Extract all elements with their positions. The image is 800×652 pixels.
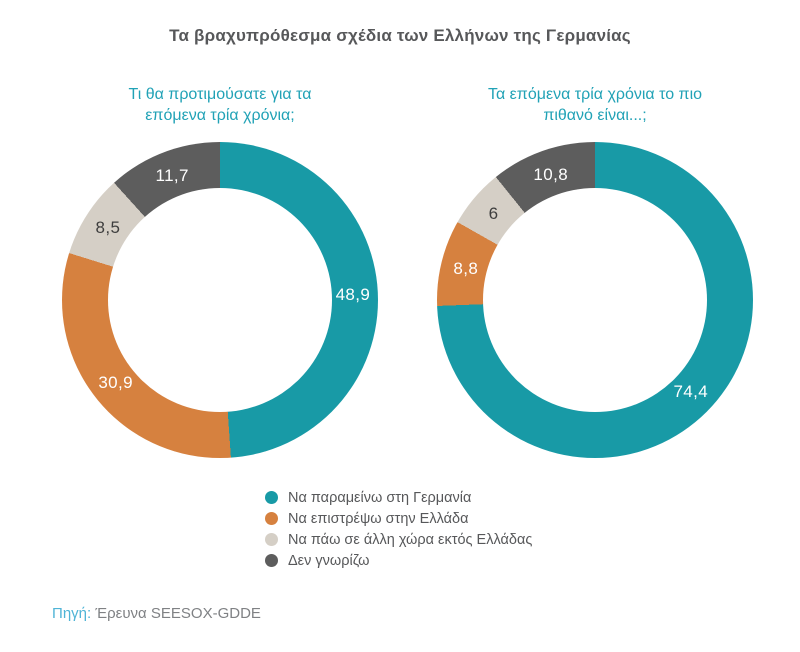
right-chart-subtitle: Τα επόμενα τρία χρόνια το πιο πιθανό είν… (437, 84, 753, 126)
source-text: Έρευνα SEESOX-GDDE (95, 605, 261, 622)
source-note: Πηγή: Έρευνα SEESOX-GDDE (52, 605, 261, 622)
legend-label: Δεν γνωρίζω (288, 552, 370, 569)
slice-value-label: 74,4 (673, 382, 709, 402)
legend-swatch-orange (265, 512, 278, 525)
right-chart-subtitle-line1: Τα επόμενα τρία χρόνια το πιο (487, 86, 703, 103)
slice-value-label: 11,7 (155, 165, 189, 185)
legend-label: Να παραμείνω στη Γερμανία (288, 489, 472, 506)
left-donut-chart: 48,9 30,9 8,5 11,7 (62, 142, 378, 458)
left-chart-subtitle-line1: Τι θα προτιμούσατε για τα (128, 86, 312, 103)
slice-value-label: 8,5 (95, 218, 121, 238)
legend-item-dont-know: Δεν γνωρίζω (265, 550, 532, 571)
legend-swatch-dark-gray (265, 554, 278, 567)
legend-item-other-country: Να πάω σε άλλη χώρα εκτός Ελλάδας (265, 529, 532, 550)
right-chart-subtitle-line2: πιθανό είναι...; (543, 107, 647, 124)
slice-value-label: 8,8 (453, 258, 479, 278)
right-donut-chart: 74,4 8,8 6 10,8 (437, 142, 753, 458)
chart-title: Τα βραχυπρόθεσμα σχέδια των Ελλήνων της … (169, 26, 631, 45)
left-donut-hole (108, 188, 332, 412)
legend-label: Να επιστρέψω στην Ελλάδα (288, 510, 469, 527)
source-prefix: Πηγή: (52, 605, 92, 622)
slice-value-label: 30,9 (98, 372, 134, 392)
left-chart-section: Τι θα προτιμούσατε για τα επόμενα τρία χ… (62, 84, 378, 458)
right-chart-section: Τα επόμενα τρία χρόνια το πιο πιθανό είν… (437, 84, 753, 458)
legend-swatch-light-gray (265, 533, 278, 546)
legend-item-return-greece: Να επιστρέψω στην Ελλάδα (265, 508, 532, 529)
slice-value-label: 10,8 (533, 164, 569, 184)
left-chart-subtitle: Τι θα προτιμούσατε για τα επόμενα τρία χ… (62, 84, 378, 126)
right-donut-hole (483, 188, 707, 412)
legend-label: Να πάω σε άλλη χώρα εκτός Ελλάδας (288, 531, 533, 548)
left-chart-subtitle-line2: επόμενα τρία χρόνια; (145, 107, 295, 124)
slice-value-label: 6 (488, 203, 499, 223)
slice-value-label: 48,9 (335, 285, 371, 305)
legend-item-stay-germany: Να παραμείνω στη Γερμανία (265, 487, 532, 508)
legend: Να παραμείνω στη Γερμανία Να επιστρέψω σ… (265, 487, 532, 571)
legend-swatch-teal (265, 491, 278, 504)
